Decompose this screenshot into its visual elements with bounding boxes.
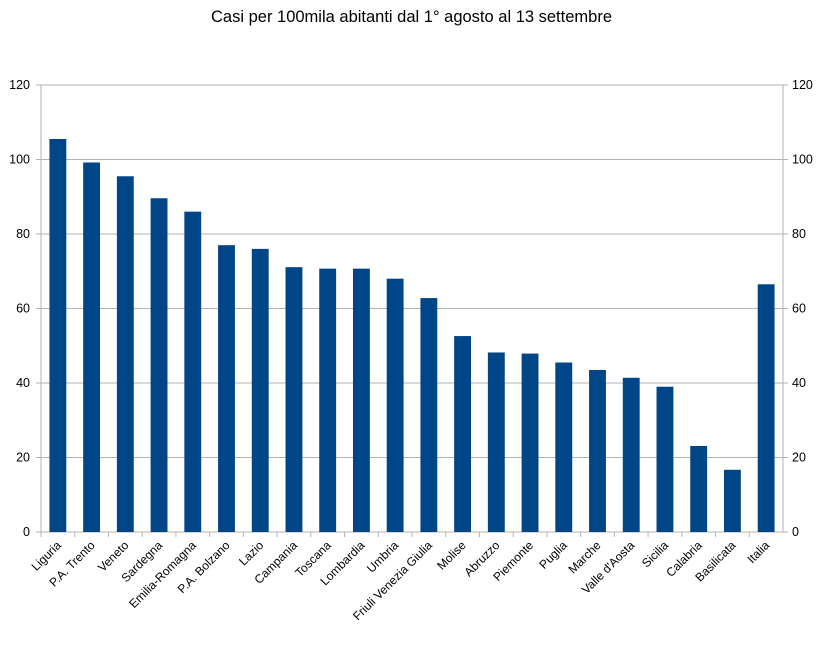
bar [690,445,708,532]
bar [116,176,134,532]
x-tick-label: Italia [744,538,772,566]
y-tick-label-right: 20 [792,451,806,465]
y-tick-label-left: 100 [9,153,30,167]
y-tick-label-right: 100 [792,153,813,167]
bar [251,248,269,532]
y-tick-label-left: 60 [16,302,30,316]
bar [49,139,67,532]
bar [589,369,606,532]
gridlines [36,84,788,533]
bar [521,353,539,532]
y-axis-right: 0 20 40 60 80 100 120 [792,78,813,539]
y-tick-label-left: 120 [9,78,30,92]
bar [723,469,741,532]
bar [622,377,640,532]
bar [150,198,168,533]
bar [319,268,337,532]
y-tick-label-left: 0 [23,525,30,539]
y-tick-label-left: 40 [16,376,30,390]
bar [386,278,404,532]
bar [757,284,775,532]
y-tick-label-right: 40 [792,376,806,390]
y-tick-label-right: 60 [792,302,806,316]
bar [83,162,101,533]
y-axis-left: 0 20 40 60 80 100 120 [9,78,30,539]
bar [184,211,202,532]
y-tick-label-left: 80 [16,227,30,241]
bar [285,267,303,532]
y-tick-label-left: 20 [16,451,30,465]
bar [218,245,235,533]
bar [454,336,472,532]
bar [656,386,674,532]
bar [420,298,438,532]
bar [487,352,505,532]
y-tick-label-right: 0 [792,525,799,539]
y-tick-label-right: 80 [792,227,806,241]
x-tick-label: Lazio [236,538,266,568]
bars [49,139,775,533]
y-tick-label-right: 120 [792,78,813,92]
bar [352,268,370,532]
chart-title: Casi per 100mila abitanti dal 1° agosto … [211,8,612,26]
bar [555,362,573,532]
